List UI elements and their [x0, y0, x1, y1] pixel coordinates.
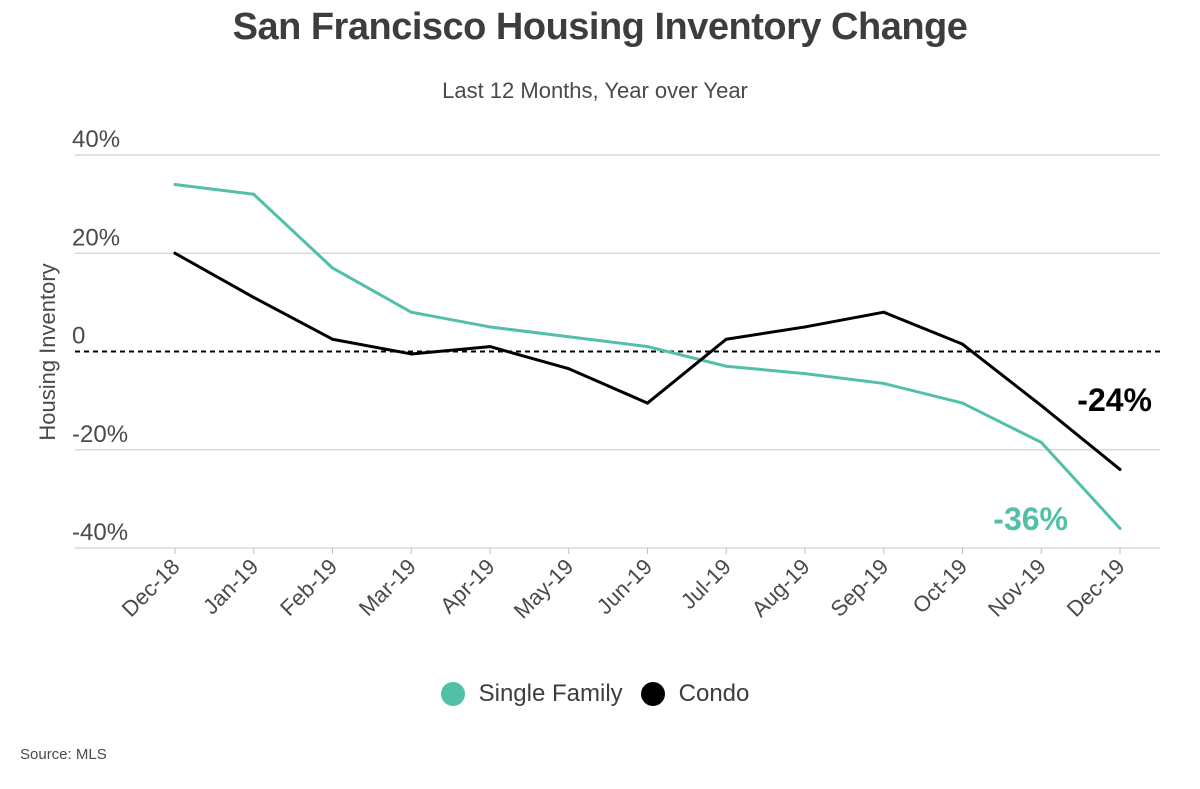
grid-layer [75, 154, 1160, 549]
x-tick-may-19: May-19 [509, 554, 579, 624]
point-condo-apr-19 [488, 345, 492, 349]
point-condo-dec-19 [1118, 467, 1122, 471]
legend-item-single-family[interactable]: Single Family [440, 680, 623, 708]
x-tick-mar-19: Mar-19 [354, 554, 421, 621]
point-single-family-mar-19 [409, 310, 413, 314]
y-tick-40: -40% [72, 519, 128, 546]
point-single-family-feb-19 [331, 266, 334, 270]
y-tick-0: 0 [72, 323, 85, 350]
point-condo-nov-19 [1039, 404, 1043, 408]
point-single-family-sep-19 [882, 381, 886, 385]
x-tick-jul-19: Jul-19 [676, 554, 736, 614]
point-condo-mar-19 [409, 352, 413, 356]
y-tick-labels: 40% 20% 0 -20% -40% [72, 126, 128, 546]
point-single-family-oct-19 [961, 401, 964, 405]
point-single-family-may-19 [567, 335, 571, 339]
series-layer [173, 182, 1122, 530]
x-tick-jun-19: Jun-19 [592, 554, 657, 619]
x-tick-dec-19: Dec-19 [1062, 554, 1130, 622]
point-single-family-apr-19 [488, 325, 492, 329]
y-tick-20: 20% [72, 224, 120, 251]
point-condo-jul-19 [724, 337, 728, 341]
y-tick-40: 40% [72, 126, 120, 153]
point-condo-feb-19 [331, 337, 334, 341]
legend-item-condo[interactable]: Condo [640, 680, 750, 708]
point-condo-oct-19 [961, 342, 964, 346]
chart-title: San Francisco Housing Inventory Change [232, 6, 968, 48]
x-tick-dec-18: Dec-18 [117, 554, 185, 622]
x-tick-sep-19: Sep-19 [825, 554, 893, 622]
point-single-family-nov-19 [1039, 440, 1043, 444]
legend-label-single-family: Single Family [478, 680, 623, 707]
point-condo-aug-19 [803, 325, 807, 329]
legend-swatch-condo [640, 682, 665, 706]
point-single-family-jul-19 [724, 364, 728, 368]
series-line-condo [173, 251, 1122, 471]
point-condo-jun-19 [646, 401, 649, 405]
point-condo-sep-19 [882, 310, 886, 314]
x-tick-nov-19: Nov-19 [983, 554, 1051, 622]
point-condo-may-19 [567, 367, 571, 371]
x-tick-jan-19: Jan-19 [198, 554, 263, 619]
source-note: Source: MLS [20, 746, 107, 763]
x-tick-oct-19: Oct-19 [908, 554, 972, 618]
x-tick-labels: Dec-18 Jan-19 Feb-19 Mar-19 Apr-19 May-19 Jun-… [117, 548, 1130, 623]
point-single-family-jan-19 [252, 192, 256, 196]
x-tick-apr-19: Apr-19 [435, 554, 499, 618]
point-condo-dec-18 [173, 251, 177, 255]
y-axis-label: Housing Inventory [35, 263, 60, 440]
point-single-family-jun-19 [646, 345, 649, 349]
y-tick-20: -20% [72, 421, 128, 448]
annotation-condo-last: -24% [1077, 382, 1152, 418]
legend-label-condo: Condo [678, 680, 750, 707]
point-condo-jan-19 [252, 295, 256, 299]
legend-swatch-single-family [440, 682, 465, 706]
point-single-family-dec-19 [1118, 526, 1122, 530]
x-tick-aug-19: Aug-19 [747, 554, 815, 622]
point-single-family-dec-18 [173, 182, 177, 186]
annotation-layer: -36% -24% [993, 382, 1152, 537]
chart-subtitle: Last 12 Months, Year over Year [442, 78, 748, 103]
x-tick-feb-19: Feb-19 [275, 554, 342, 621]
annotation-single-family-last: -36% [993, 501, 1068, 537]
legend: Single Family Condo [0, 680, 1190, 708]
point-single-family-aug-19 [803, 372, 807, 376]
